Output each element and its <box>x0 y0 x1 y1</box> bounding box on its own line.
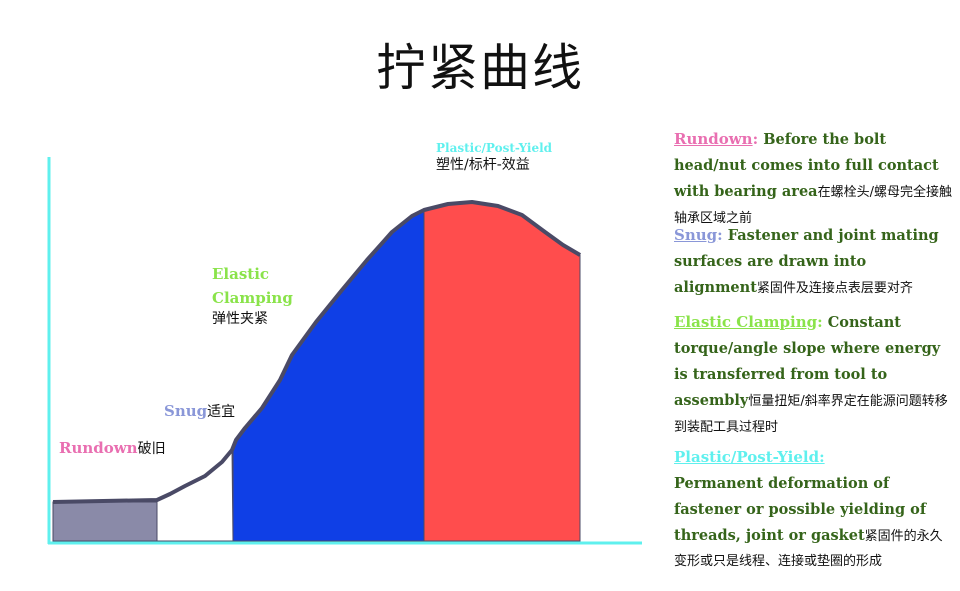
rundown-stage-en: Rundown <box>59 439 138 457</box>
rundown-description: Rundown: Before the bolt head/nut comes … <box>674 126 952 229</box>
rundown-desc-cn: 在螺栓头/螺母完全接触轴承区域之前 <box>674 184 952 226</box>
plastic-description: Plastic/Post-Yield: Permanent deformatio… <box>674 446 952 573</box>
rundown-desc-en: Before the bolt head/nut comes into full… <box>674 131 939 200</box>
elastic-term: Elastic Clamping <box>674 313 818 331</box>
elastic-term-sep: : <box>817 313 823 331</box>
rundown-stage-cn: 破旧 <box>137 441 166 457</box>
elastic-stage-en-line2: Clamping <box>212 289 293 307</box>
snug-term: Snug <box>674 226 718 244</box>
rundown-term-sep: : <box>752 130 759 148</box>
tightening-curve <box>52 200 582 504</box>
snug-stage-label: Snug适宜 <box>164 401 235 421</box>
plastic-desc-en: Permanent deformation of fastener or pos… <box>674 474 927 544</box>
rundown-stage-label: Rundown破旧 <box>59 438 166 458</box>
elastic-desc-cn: 恒量扭矩/斜率界定在能源问题转移到装配工具过程时 <box>674 393 948 435</box>
elastic-description: Elastic Clamping: Constant torque/angle … <box>674 309 952 438</box>
rundown-region <box>52 501 158 542</box>
snug-desc-en: Fastener and joint mating surfaces are d… <box>674 227 939 296</box>
elastic-stage-label: Elastic Clamping 弹性夹紧 <box>212 262 293 328</box>
elastic-stage-en-line1: Elastic <box>212 265 270 283</box>
rundown-term: Rundown <box>674 130 753 148</box>
elastic-stage-cn: 弹性夹紧 <box>212 311 268 327</box>
plastic-stage-en: Plastic/Post-Yield <box>436 141 553 155</box>
page-title: 拧紧曲线 <box>376 39 584 97</box>
elastic-desc-en: Constant torque/angle slope where energy… <box>674 314 941 409</box>
snug-desc-cn: 紧固件及连接点表层要对齐 <box>756 280 913 296</box>
plastic-stage-cn: 塑性/标杆-效益 <box>436 157 530 174</box>
elastic-region <box>232 209 425 542</box>
plastic-stage-label: Plastic/Post-Yield 塑性/标杆-效益 <box>436 141 552 174</box>
snug-stage-cn: 适宜 <box>207 404 236 420</box>
snug-description: Snug: Fastener and joint mating surfaces… <box>674 222 952 300</box>
plastic-term: Plastic/Post-Yield: <box>674 448 825 466</box>
snug-stage-en: Snug <box>164 402 208 420</box>
plastic-region <box>423 201 581 542</box>
plastic-desc-cn: 紧固件的永久变形或只是线程、连接或垫圈的形成 <box>674 528 943 570</box>
snug-term-sep: : <box>717 226 723 244</box>
